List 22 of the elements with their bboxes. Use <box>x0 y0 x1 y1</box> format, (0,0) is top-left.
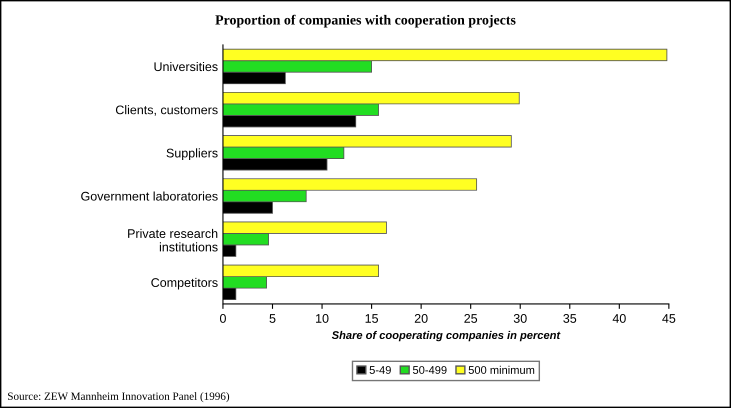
x-tick-label: 45 <box>662 314 676 323</box>
y-tick-label: Government laboratories <box>81 191 218 201</box>
x-tick-label: 40 <box>612 314 626 323</box>
x-tick-label: 0 <box>220 314 226 323</box>
y-tick-label: Private research institutions <box>128 228 218 252</box>
x-tick-label: 5 <box>270 314 276 323</box>
x-tick-label: 35 <box>563 314 576 323</box>
legend-label: 50-499 <box>412 366 447 374</box>
x-tick-label: 10 <box>316 314 329 323</box>
x-axis-title: Share of cooperating companies in percent <box>332 330 561 342</box>
x-tick-label: 25 <box>464 314 478 323</box>
y-tick-label: Competitors <box>151 278 218 290</box>
source-note: Source: ZEW Mannheim Innovation Panel (1996) <box>8 392 230 402</box>
y-tick-label: Suppliers <box>166 148 218 160</box>
x-tick-label: 15 <box>366 314 378 323</box>
chart-title: Proportion of companies with cooperation projects <box>215 14 516 28</box>
y-tick-label: Universities <box>154 62 218 72</box>
legend-label: 5-49 <box>370 366 391 374</box>
y-tick-label: Clients, customers <box>116 105 218 116</box>
x-tick-label: 20 <box>414 314 428 323</box>
x-tick-label: 30 <box>514 314 527 323</box>
legend-label: 500 minimum <box>468 366 534 374</box>
